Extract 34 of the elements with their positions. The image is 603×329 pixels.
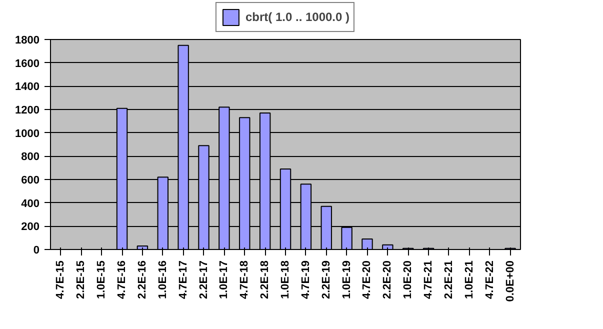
y-tick-label: 200	[21, 221, 40, 234]
x-tick-label: 4.7E-21	[422, 260, 435, 300]
y-tick-label: 1000	[15, 128, 40, 140]
x-tick-label: 1.0E-18	[280, 260, 292, 300]
x-tick-label: 1.0E-16	[156, 260, 169, 300]
x-tick-label: 2.2E-15	[75, 260, 88, 300]
x-tick-label: 1.0E-21	[463, 260, 476, 300]
x-tick-label: 2.2E-16	[136, 260, 148, 300]
y-tick-label: 1400	[15, 81, 40, 94]
y-tick-label: 400	[21, 198, 40, 210]
y-tick-label: 1600	[15, 58, 40, 70]
x-tick-label: 1.0E-15	[96, 260, 108, 300]
x-tick-label: 2.2E-18	[259, 260, 272, 300]
x-tick-label: 4.7E-22	[484, 260, 496, 300]
x-tick-label: 1.0E-17	[218, 260, 230, 300]
x-tick-label: 0.0E+00	[504, 260, 516, 302]
x-tick-label: 2.2E-21	[442, 260, 455, 300]
y-tick-label: 0	[33, 244, 40, 256]
x-tick-label: 2.2E-20	[382, 260, 394, 300]
x-tick-label: 4.7E-18	[238, 260, 251, 300]
x-tick-label: 2.2E-17	[198, 260, 210, 300]
x-tick-label: 4.7E-20	[361, 260, 374, 300]
x-tick-label: 1.0E-19	[340, 260, 353, 300]
x-tick-label: 4.7E-17	[177, 260, 190, 300]
x-tick-label: 1.0E-20	[402, 260, 414, 300]
x-tick-label: 4.7E-16	[116, 260, 128, 300]
y-tick-label: 800	[21, 151, 40, 164]
legend-label: cbrt( 1.0 .. 1000.0 )	[245, 10, 350, 24]
x-tick-label: 4.7E-15	[54, 260, 67, 300]
y-tick-label: 600	[21, 174, 40, 186]
x-tick-label: 4.7E-19	[300, 260, 312, 300]
y-tick-label: 1200	[15, 104, 40, 116]
x-tick-label: 2.2E-19	[320, 260, 332, 300]
y-tick-label: 1800	[15, 34, 40, 46]
